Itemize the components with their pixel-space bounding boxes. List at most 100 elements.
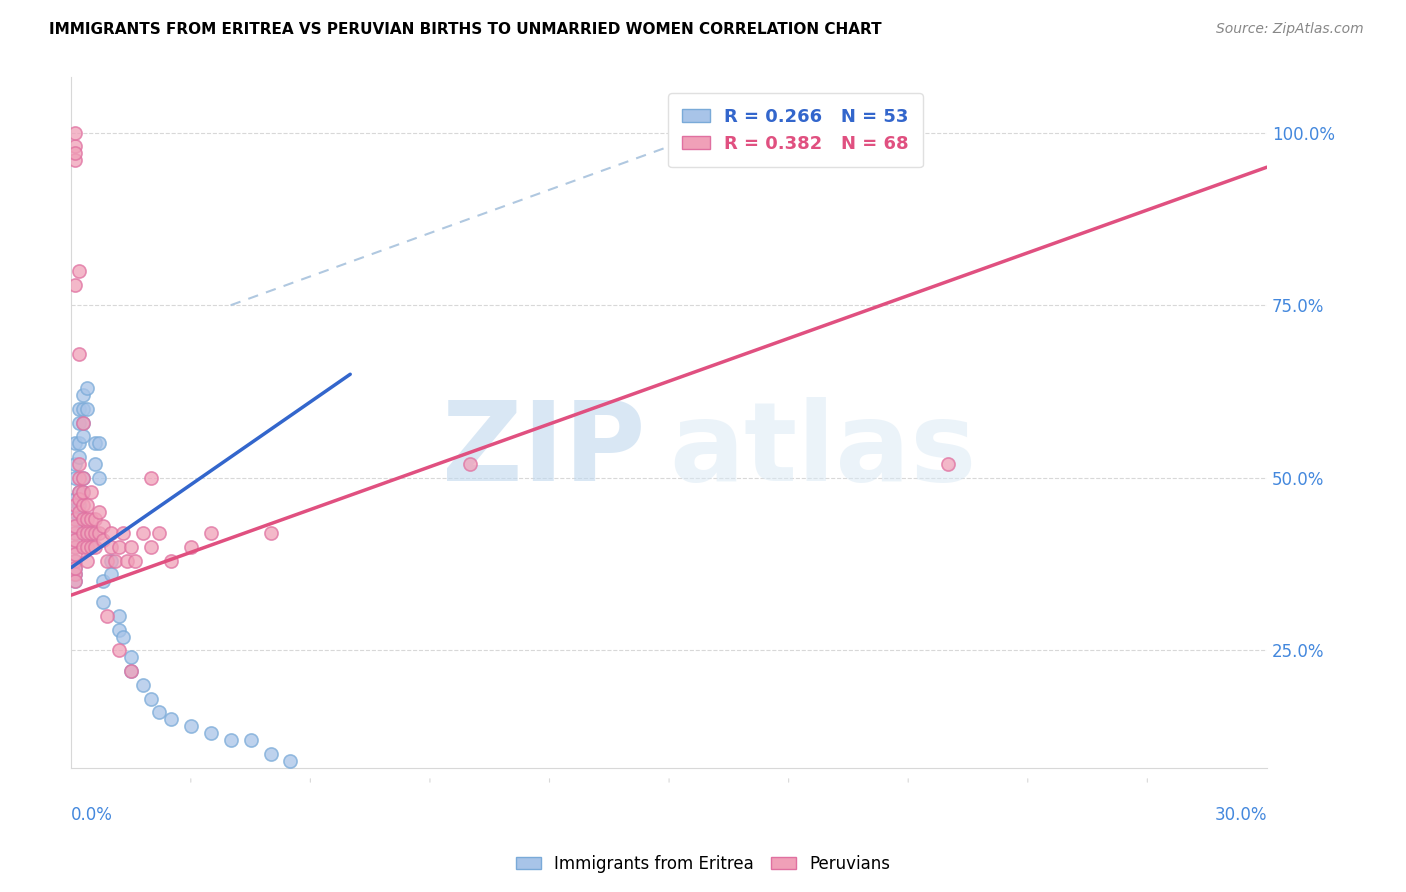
Point — [65, 519, 87, 533]
Point — [180, 719, 202, 733]
Point — [80, 540, 103, 554]
Point — [100, 554, 122, 568]
Point — [80, 540, 103, 554]
Point — [65, 554, 87, 568]
Point — [91, 574, 114, 589]
Point — [91, 595, 114, 609]
Point — [65, 436, 87, 450]
Point — [89, 471, 111, 485]
Point — [67, 416, 90, 430]
Point — [458, 457, 481, 471]
Point — [84, 436, 107, 450]
Point — [67, 505, 90, 519]
Point — [65, 153, 87, 168]
Point — [72, 540, 94, 554]
Point — [65, 554, 87, 568]
Point — [72, 429, 94, 443]
Point — [65, 519, 87, 533]
Point — [96, 608, 118, 623]
Point — [115, 554, 138, 568]
Point — [65, 574, 87, 589]
Text: IMMIGRANTS FROM ERITREA VS PERUVIAN BIRTHS TO UNMARRIED WOMEN CORRELATION CHART: IMMIGRANTS FROM ERITREA VS PERUVIAN BIRT… — [49, 22, 882, 37]
Point — [936, 457, 959, 471]
Point — [67, 512, 90, 526]
Point — [65, 567, 87, 582]
Point — [120, 664, 142, 678]
Point — [112, 630, 135, 644]
Point — [259, 747, 281, 761]
Point — [65, 540, 87, 554]
Point — [200, 526, 222, 541]
Point — [180, 540, 202, 554]
Point — [67, 499, 90, 513]
Point — [76, 554, 98, 568]
Point — [65, 540, 87, 554]
Legend: R = 0.266   N = 53, R = 0.382   N = 68: R = 0.266 N = 53, R = 0.382 N = 68 — [668, 94, 924, 168]
Text: atlas: atlas — [669, 397, 976, 504]
Point — [89, 526, 111, 541]
Point — [148, 706, 170, 720]
Point — [65, 574, 87, 589]
Point — [67, 346, 90, 360]
Point — [67, 450, 90, 464]
Point — [139, 471, 162, 485]
Point — [200, 726, 222, 740]
Point — [72, 526, 94, 541]
Point — [67, 484, 90, 499]
Point — [100, 567, 122, 582]
Point — [72, 401, 94, 416]
Point — [76, 381, 98, 395]
Point — [120, 650, 142, 665]
Point — [65, 560, 87, 574]
Point — [76, 526, 98, 541]
Point — [65, 126, 87, 140]
Point — [80, 512, 103, 526]
Point — [72, 499, 94, 513]
Point — [120, 664, 142, 678]
Point — [148, 526, 170, 541]
Point — [89, 505, 111, 519]
Point — [280, 754, 302, 768]
Point — [84, 512, 107, 526]
Text: 0.0%: 0.0% — [72, 805, 112, 823]
Point — [84, 526, 107, 541]
Point — [91, 533, 114, 547]
Text: 30.0%: 30.0% — [1215, 805, 1267, 823]
Text: ZIP: ZIP — [441, 397, 645, 504]
Point — [239, 733, 262, 747]
Point — [132, 678, 155, 692]
Point — [67, 484, 90, 499]
Point — [259, 526, 281, 541]
Point — [139, 540, 162, 554]
Point — [76, 499, 98, 513]
Point — [96, 554, 118, 568]
Point — [76, 401, 98, 416]
Point — [65, 512, 87, 526]
Point — [139, 691, 162, 706]
Point — [65, 547, 87, 561]
Point — [72, 512, 94, 526]
Point — [76, 512, 98, 526]
Point — [67, 457, 90, 471]
Point — [65, 471, 87, 485]
Point — [160, 712, 183, 726]
Point — [72, 471, 94, 485]
Point — [120, 540, 142, 554]
Point — [65, 139, 87, 153]
Point — [65, 457, 87, 471]
Point — [67, 471, 90, 485]
Point — [108, 643, 131, 657]
Point — [72, 416, 94, 430]
Point — [65, 499, 87, 513]
Text: Source: ZipAtlas.com: Source: ZipAtlas.com — [1216, 22, 1364, 37]
Point — [67, 491, 90, 506]
Point — [72, 471, 94, 485]
Point — [72, 416, 94, 430]
Point — [65, 277, 87, 292]
Point — [80, 526, 103, 541]
Point — [65, 567, 87, 582]
Legend: Immigrants from Eritrea, Peruvians: Immigrants from Eritrea, Peruvians — [509, 848, 897, 880]
Point — [80, 526, 103, 541]
Point — [76, 540, 98, 554]
Point — [72, 484, 94, 499]
